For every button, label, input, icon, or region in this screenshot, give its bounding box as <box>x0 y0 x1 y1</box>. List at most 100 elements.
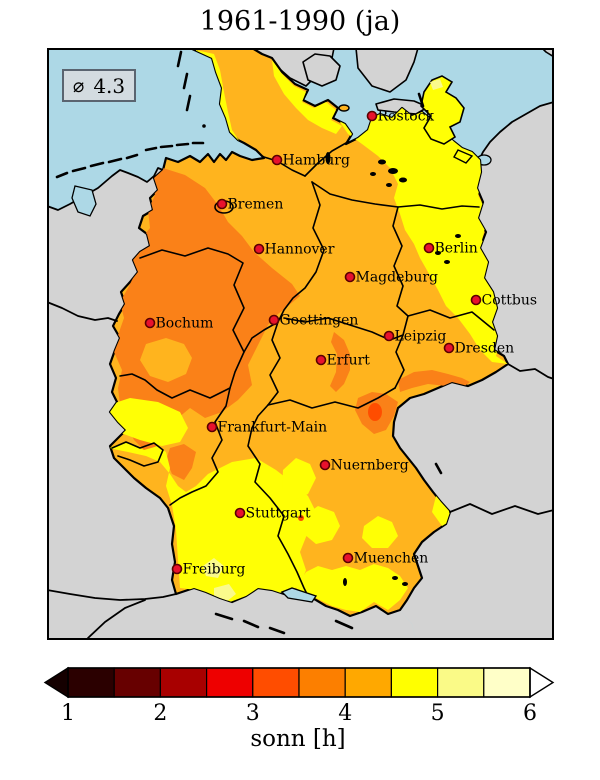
city-dot <box>443 342 455 354</box>
island-helgoland <box>202 124 206 128</box>
city-marker-cottbus: Cottbus <box>470 293 538 309</box>
island-hiddensee <box>417 92 425 108</box>
contour-band-3-35-core <box>368 403 382 421</box>
island-ruegen-pale-spot <box>430 79 443 90</box>
city-dot <box>234 507 246 519</box>
contour-band-5-55-schwarzwald-1 <box>203 558 224 578</box>
lake-alster <box>325 152 331 164</box>
map-frame <box>47 48 554 640</box>
colorbar-under-arrow <box>43 666 69 699</box>
colorbar-segment-4-4.5 <box>344 667 393 698</box>
colorbar-label: sonn [h] <box>250 726 346 752</box>
land-west-block <box>47 168 416 640</box>
island-funen <box>302 53 341 87</box>
contour-band-45-5-northeast <box>340 104 508 364</box>
city-marker-berlin: Berlin <box>423 241 478 257</box>
city-dot <box>344 271 356 283</box>
german-islands <box>338 75 474 164</box>
city-markers: Rostock Hamburg Bremen Hannover Berlin Magdeb… <box>144 109 538 578</box>
city-marker-bremen: Bremen <box>216 197 284 213</box>
sea-islands <box>55 50 443 635</box>
city-label: Stuttgart <box>246 506 311 522</box>
city-marker-muenchen: Muenchen <box>342 551 429 567</box>
border-pl-cz <box>507 363 554 380</box>
city-label: Freiburg <box>183 562 246 578</box>
city-dot <box>319 459 331 471</box>
contour-band-45-5-bavarian-forest <box>432 496 452 526</box>
colorbar-segment-1-1.5 <box>67 667 115 698</box>
contour-band-45-5-patch-west-munich <box>304 506 340 544</box>
city-label: Rostock <box>378 109 435 125</box>
colorbar: 1 2 3 4 5 6 <box>43 666 555 724</box>
city-label: Berlin <box>435 241 478 257</box>
city-dot <box>206 421 218 433</box>
city-label: Nuernberg <box>331 458 409 474</box>
lake-ijsselmeer <box>71 185 97 217</box>
city-marker-erfurt: Erfurt <box>315 353 371 369</box>
city-dot <box>383 330 395 342</box>
city-marker-rostock: Rostock <box>366 109 435 125</box>
germany <box>108 48 510 618</box>
city-label: Erfurt <box>327 353 371 369</box>
city-label: Bochum <box>156 316 214 332</box>
contour-band-45-5-southwest <box>110 442 316 602</box>
north-frisian-islands <box>176 50 192 112</box>
colorbar-segment-2-2.5 <box>159 667 208 698</box>
city-dot <box>366 110 378 122</box>
border-cz-at <box>449 503 554 515</box>
city-dot <box>268 314 280 326</box>
city-label: Leipzig <box>395 329 447 345</box>
colorbar-segment-2.5-3 <box>206 667 254 698</box>
lake-salzburg-2 <box>402 582 408 586</box>
colorbar-segment-3-3.5 <box>252 667 300 698</box>
city-label: Magdeburg <box>356 270 439 286</box>
lake-havel-2 <box>444 260 450 264</box>
contour-band-45-5-patch-franken <box>282 458 316 500</box>
city-label: Frankfurt-Main <box>218 420 328 436</box>
germany-sunshine-map: Rostock Hamburg Bremen Hannover Berlin Magdeb… <box>47 48 554 640</box>
city-label: Cottbus <box>482 293 538 309</box>
sunshine-contours <box>110 50 508 612</box>
border-nl-be <box>47 301 118 322</box>
colorbar-tick-4: 4 <box>338 701 352 724</box>
city-dot <box>423 242 435 254</box>
lake-mecklenburg-small <box>386 183 392 187</box>
city-marker-stuttgart: Stuttgart <box>234 506 311 522</box>
mean-value: 4.3 <box>93 73 126 98</box>
contour-band-3-35-dot-stuttgart-east <box>298 515 304 521</box>
city-label: Dresden <box>455 341 515 357</box>
city-label: Muenchen <box>354 551 429 567</box>
island-fehmarn <box>338 104 350 112</box>
border-fr-ch-jura <box>87 599 146 639</box>
city-marker-hannover: Hannover <box>253 242 335 258</box>
contour-band-45-5-schleswig-east <box>272 60 342 134</box>
city-label: Goettingen <box>280 313 359 329</box>
contour-band-35-4-hunsrueck <box>166 444 196 480</box>
page-title: 1961-1990 (ja) <box>199 6 401 37</box>
city-dot <box>342 552 354 564</box>
city-dot <box>271 154 283 166</box>
colorbar-segment-1.5-2 <box>113 667 161 698</box>
city-label: Bremen <box>228 197 284 213</box>
city-dot <box>144 317 156 329</box>
city-marker-nuernberg: Nuernberg <box>319 458 409 474</box>
contour-band-45-5-alps <box>296 564 408 612</box>
colorbar-over-arrow <box>529 666 555 699</box>
city-dot <box>171 563 183 575</box>
coastline-poland <box>477 101 554 163</box>
lake-schwerin <box>378 159 386 165</box>
border-fr-ch <box>47 589 177 601</box>
colorbar-tick-3: 3 <box>246 701 260 724</box>
colorbar-tick-6: 6 <box>523 701 537 724</box>
lake-salzburg-1 <box>392 576 398 580</box>
czech-mark <box>434 462 443 475</box>
city-marker-hamburg: Hamburg <box>271 153 350 169</box>
colorbar-tick-1: 1 <box>61 701 75 724</box>
lake-starnberg <box>343 578 347 586</box>
contour-hole-4-45-sauerland <box>140 338 192 382</box>
city-marker-freiburg: Freiburg <box>171 562 246 578</box>
city-label: Hannover <box>265 242 335 258</box>
land-sweden-corner <box>541 48 554 58</box>
contour-band-5-55-schwarzwald-2 <box>214 584 236 602</box>
lakes <box>280 152 461 603</box>
